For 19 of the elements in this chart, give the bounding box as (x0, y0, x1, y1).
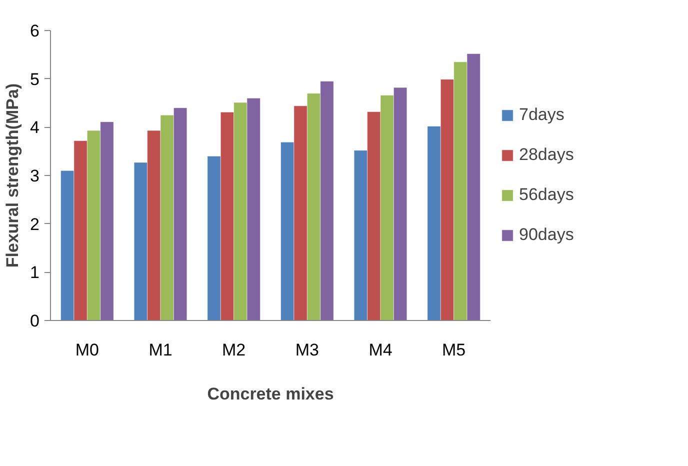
y-tick-label: 1 (30, 263, 40, 282)
y-tick-label: 6 (30, 22, 40, 40)
x-tick-label: M1 (148, 340, 172, 360)
legend-label: 28days (519, 145, 574, 165)
y-tick-label: 4 (30, 118, 40, 138)
y-axis-title: Flexural strength(MPa) (3, 83, 22, 268)
y-tick-label: 0 (30, 312, 40, 330)
x-tick-label: M3 (295, 340, 319, 360)
x-tick-label: M2 (222, 340, 246, 360)
y-tick-label: 2 (30, 214, 40, 234)
legend-label: 90days (519, 225, 574, 245)
y-tick-label: 5 (30, 70, 40, 89)
y-tick-label: 3 (30, 166, 40, 186)
legend-label: 7days (519, 105, 564, 125)
legend-label: 56days (519, 185, 574, 205)
x-axis-title: Concrete mixes (207, 384, 334, 404)
x-tick-label: M5 (442, 340, 466, 360)
x-tick-label: M0 (75, 340, 99, 360)
x-tick-label: M4 (368, 340, 392, 360)
